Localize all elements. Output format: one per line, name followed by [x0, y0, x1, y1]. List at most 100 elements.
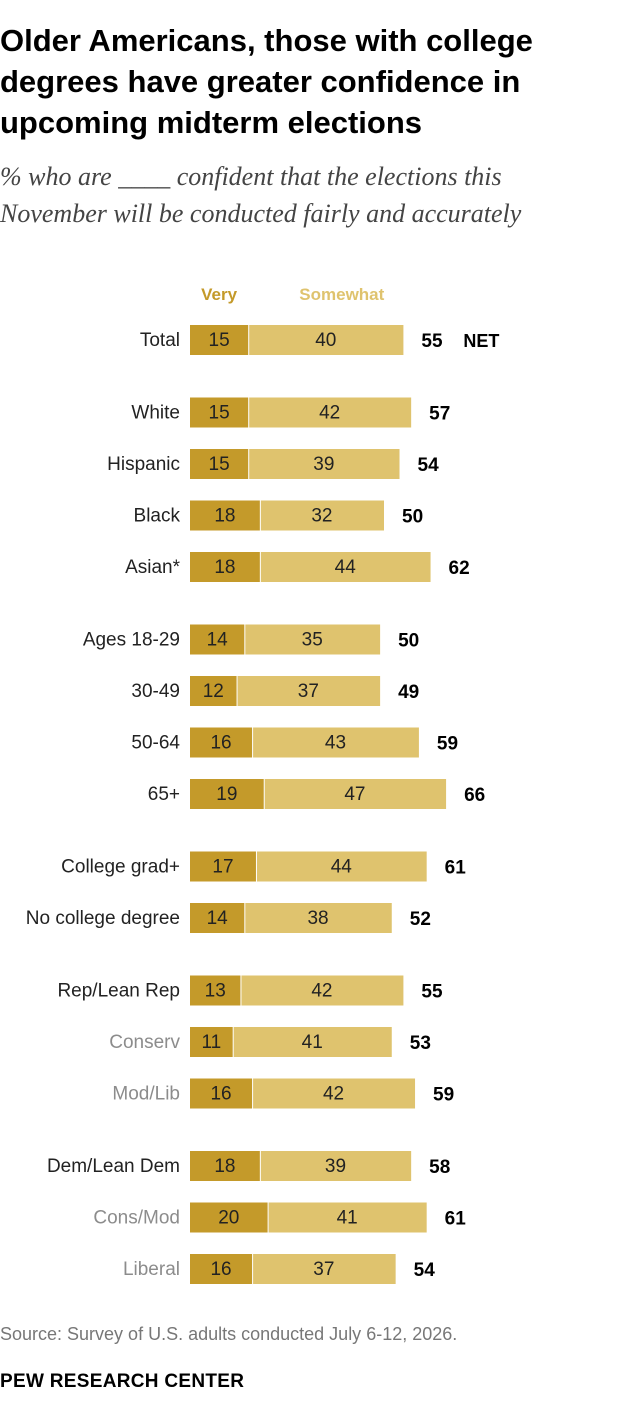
- value-label-somewhat: 41: [302, 1032, 323, 1053]
- bar-very: [190, 1078, 253, 1109]
- value-label-somewhat: 41: [337, 1208, 358, 1229]
- category-label: Ages 18-29: [83, 630, 180, 651]
- category-label: Liberal: [123, 1259, 180, 1280]
- value-label-somewhat: 47: [344, 784, 365, 805]
- category-label: Rep/Lean Rep: [57, 981, 180, 1002]
- value-label-very: 14: [207, 908, 229, 929]
- net-label: 52: [410, 909, 431, 930]
- bar-somewhat: [241, 975, 404, 1006]
- bar-somewhat: [245, 903, 392, 933]
- net-label: 53: [410, 1033, 431, 1054]
- category-label: Hispanic: [107, 454, 180, 475]
- category-label: Asian*: [125, 557, 181, 578]
- bar-very: [190, 449, 249, 479]
- net-label: 58: [429, 1157, 450, 1178]
- legend-somewhat: Somewhat: [299, 285, 384, 304]
- value-label-somewhat: 38: [307, 908, 328, 929]
- net-label: 54: [418, 455, 440, 476]
- bar-very: [190, 1027, 233, 1057]
- value-label-very: 20: [218, 1208, 239, 1229]
- bar-somewhat: [237, 676, 381, 706]
- value-label-very: 13: [205, 981, 226, 1002]
- bar-very: [190, 903, 245, 933]
- net-label: 61: [445, 858, 467, 879]
- bar-somewhat: [249, 325, 404, 355]
- value-label-very: 19: [216, 784, 237, 805]
- category-label: 30-49: [131, 681, 180, 702]
- value-label-somewhat: 42: [319, 403, 340, 424]
- net-label: 49: [398, 682, 419, 703]
- category-label: Mod/Lib: [112, 1084, 180, 1105]
- value-label-somewhat: 37: [313, 1259, 334, 1280]
- net-label: 50: [402, 507, 423, 528]
- net-label: 61: [445, 1209, 467, 1230]
- value-label-very: 16: [210, 1259, 231, 1280]
- category-label: Black: [134, 506, 181, 527]
- value-label-somewhat: 40: [315, 330, 336, 351]
- bar-very: [190, 975, 241, 1006]
- bar-somewhat: [264, 779, 447, 809]
- net-label: 55: [421, 331, 443, 352]
- value-label-very: 17: [212, 857, 233, 878]
- category-label: Cons/Mod: [93, 1208, 180, 1229]
- net-label: 59: [437, 734, 458, 755]
- bar-very: [190, 779, 264, 809]
- value-label-somewhat: 44: [335, 557, 357, 578]
- bar-somewhat: [233, 1027, 392, 1057]
- bar-very: [190, 676, 237, 706]
- value-label-somewhat: 42: [323, 1084, 344, 1105]
- bar-very: [190, 851, 256, 882]
- bar-somewhat: [253, 1254, 396, 1284]
- legend-very: Very: [201, 285, 237, 304]
- bar-somewhat: [253, 1078, 416, 1109]
- value-label-somewhat: 43: [325, 733, 346, 754]
- value-label-very: 16: [210, 733, 231, 754]
- chart-title: Older Americans, those with college degr…: [0, 23, 533, 140]
- value-label-somewhat: 32: [311, 506, 332, 527]
- net-label: 55: [421, 982, 443, 1003]
- net-label: 66: [464, 785, 485, 806]
- bar-very: [190, 500, 260, 531]
- net-suffix-label: NET: [463, 331, 499, 351]
- bar-very: [190, 552, 260, 582]
- value-label-somewhat: 39: [325, 1156, 346, 1177]
- bar-very: [190, 624, 245, 655]
- value-label-somewhat: 42: [311, 981, 332, 1002]
- bar-somewhat: [256, 851, 427, 882]
- category-label: Conserv: [109, 1032, 180, 1053]
- category-label: 65+: [148, 784, 180, 805]
- value-label-very: 18: [214, 557, 235, 578]
- bar-somewhat: [260, 1151, 412, 1181]
- value-label-somewhat: 39: [313, 454, 334, 475]
- value-label-very: 15: [209, 403, 230, 424]
- bar-somewhat: [260, 552, 431, 582]
- stacked-bar-chart: Very Somewhat Total 15 40 55 NET White 15 42 57 His…: [26, 285, 499, 1284]
- bar-somewhat: [268, 1202, 427, 1233]
- net-label: 50: [398, 631, 419, 652]
- bar-very: [190, 1151, 260, 1181]
- net-label: 54: [414, 1260, 436, 1281]
- value-label-somewhat: 37: [298, 681, 319, 702]
- bar-somewhat: [249, 397, 412, 428]
- category-label: Total: [140, 330, 180, 351]
- bar-somewhat: [253, 727, 419, 758]
- bar-somewhat: [245, 624, 381, 655]
- branding-logo: PEW RESEARCH CENTER: [0, 1371, 245, 1392]
- chart-subtitle: % who are ____ confident that the electi…: [0, 162, 522, 228]
- bar-very: [190, 397, 249, 428]
- bar-somewhat: [249, 449, 400, 479]
- bar-very: [190, 1254, 253, 1284]
- net-label: 62: [449, 558, 470, 579]
- category-label: College grad+: [61, 857, 180, 878]
- source-note: Source: Survey of U.S. adults conducted …: [0, 1324, 458, 1344]
- bar-very: [190, 727, 253, 758]
- value-label-very: 15: [209, 454, 230, 475]
- bar-very: [190, 1202, 268, 1233]
- value-label-very: 18: [214, 506, 235, 527]
- value-label-very: 15: [209, 330, 230, 351]
- value-label-very: 14: [207, 630, 229, 651]
- category-label: 50-64: [131, 733, 180, 754]
- value-label-somewhat: 35: [302, 630, 323, 651]
- category-label: Dem/Lean Dem: [47, 1156, 180, 1177]
- category-label: White: [131, 403, 180, 424]
